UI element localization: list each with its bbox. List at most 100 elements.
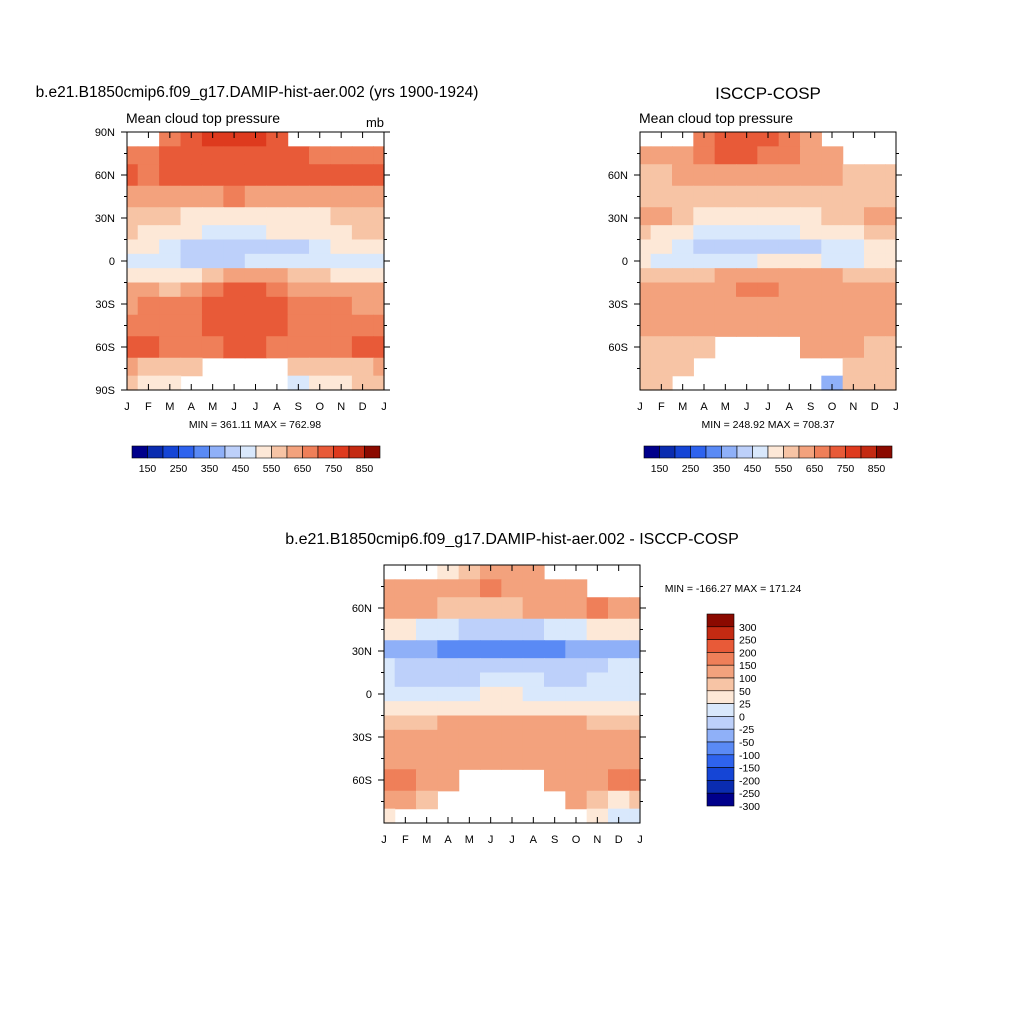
heatmap-cell <box>864 296 886 316</box>
heatmap-cell <box>885 282 897 298</box>
x-tick-label: M <box>165 401 174 413</box>
heatmap-cell <box>714 296 737 316</box>
heatmap-cell <box>757 296 780 316</box>
heatmap-cell <box>544 618 566 641</box>
colorbar-box <box>706 792 735 807</box>
heatmap-cell <box>137 296 160 316</box>
heatmap-cell <box>608 597 630 620</box>
heatmap-cell <box>159 225 182 241</box>
heatmap-cell <box>693 314 716 337</box>
heatmap-cell <box>180 357 203 377</box>
y-tick-label: 90S <box>95 385 115 397</box>
colorbar-box <box>860 445 877 459</box>
heatmap-cell <box>127 296 139 316</box>
heatmap-cell <box>373 164 385 187</box>
heatmap-cell <box>672 336 694 359</box>
heatmap-cell <box>180 314 203 337</box>
panel-diff-ticks: J F M A M J J A S O N D J 60N 30N 0 30S 60S <box>352 565 646 846</box>
heatmap-cell <box>127 336 139 359</box>
heatmap-cell <box>757 253 780 269</box>
y-tick-label: 60S <box>352 775 372 787</box>
heatmap-cell <box>864 375 886 391</box>
heatmap-cell <box>800 336 822 359</box>
heatmap-cell <box>640 239 652 255</box>
heatmap-cell <box>885 296 897 316</box>
heatmap-cell <box>180 146 203 165</box>
heatmap-cell <box>714 185 737 208</box>
colorbar-label: 50 <box>739 686 751 698</box>
heatmap-cell <box>714 239 737 255</box>
colorbar-box <box>706 652 735 666</box>
heatmap-cell <box>821 253 844 269</box>
heatmap-cell <box>693 336 716 359</box>
heatmap-cell <box>373 146 385 165</box>
heatmap-cell <box>885 314 897 337</box>
heatmap-cell <box>736 146 758 165</box>
heatmap-cell <box>137 336 160 359</box>
heatmap-cell <box>159 207 182 226</box>
heatmap-cell <box>821 239 844 255</box>
heatmap-cell <box>330 239 353 255</box>
heatmap-cell <box>522 640 545 659</box>
heatmap-cell <box>736 239 758 255</box>
colorbar-label: -100 <box>739 750 760 762</box>
heatmap-cell <box>201 268 224 284</box>
heatmap-cell <box>330 207 353 226</box>
heatmap-cell <box>864 239 886 255</box>
heatmap-cell <box>416 747 438 770</box>
panel-model-colorbar: 150 250 350 450 550 650 750 850 <box>131 445 381 475</box>
heatmap-cell <box>458 672 481 688</box>
heatmap-cell <box>394 658 417 674</box>
heatmap-cell <box>266 296 289 316</box>
heatmap-cell <box>565 658 588 674</box>
heatmap-cell <box>384 640 396 659</box>
heatmap-cell <box>244 282 267 298</box>
colorbar-box <box>674 445 691 459</box>
heatmap-cell <box>608 658 630 674</box>
heatmap-cell <box>693 282 716 298</box>
heatmap-cell <box>330 185 353 208</box>
colorbar-box <box>783 445 800 459</box>
heatmap-cell <box>885 164 897 187</box>
heatmap-cell <box>201 239 224 255</box>
heatmap-cell <box>180 164 203 187</box>
heatmap-cell <box>384 597 396 620</box>
y-tick-label: 30N <box>352 646 372 658</box>
heatmap-cell <box>437 640 460 659</box>
heatmap-cell <box>586 769 609 792</box>
colorbar-label: 750 <box>837 463 855 475</box>
heatmap-cell <box>373 357 385 377</box>
x-tick-label: A <box>530 834 538 846</box>
heatmap-cell <box>800 253 822 269</box>
heatmap-cell <box>522 701 545 717</box>
colorbar-label: -50 <box>739 737 754 749</box>
heatmap-cell <box>544 715 566 731</box>
heatmap-cell <box>287 357 310 377</box>
heatmap-cell <box>629 597 641 620</box>
heatmap-cell <box>629 729 641 749</box>
panel-model-left-label: Mean cloud top pressure <box>126 110 280 126</box>
heatmap-cell <box>437 701 460 717</box>
colorbar-box <box>752 445 769 459</box>
heatmap-cell <box>821 282 844 298</box>
heatmap-cell <box>458 747 481 770</box>
heatmap-cell <box>885 375 897 391</box>
y-tick-label: 60S <box>95 342 115 354</box>
y-tick-label: 30S <box>352 732 372 744</box>
x-tick-label: O <box>572 834 581 846</box>
colorbar-label: 850 <box>356 463 374 475</box>
heatmap-cell <box>693 207 716 226</box>
heatmap-cell <box>736 132 758 147</box>
heatmap-cell <box>394 686 417 702</box>
heatmap-cell <box>650 164 673 187</box>
x-tick-label: M <box>422 834 431 846</box>
colorbar-label: 200 <box>739 647 757 659</box>
heatmap-cell <box>821 296 844 316</box>
colorbar-label: -150 <box>739 763 760 775</box>
heatmap-cell <box>159 268 182 284</box>
y-tick-label: 60N <box>95 170 115 182</box>
heatmap-cell <box>394 579 417 598</box>
colorbar-box <box>193 445 210 459</box>
heatmap-cell <box>608 808 630 824</box>
